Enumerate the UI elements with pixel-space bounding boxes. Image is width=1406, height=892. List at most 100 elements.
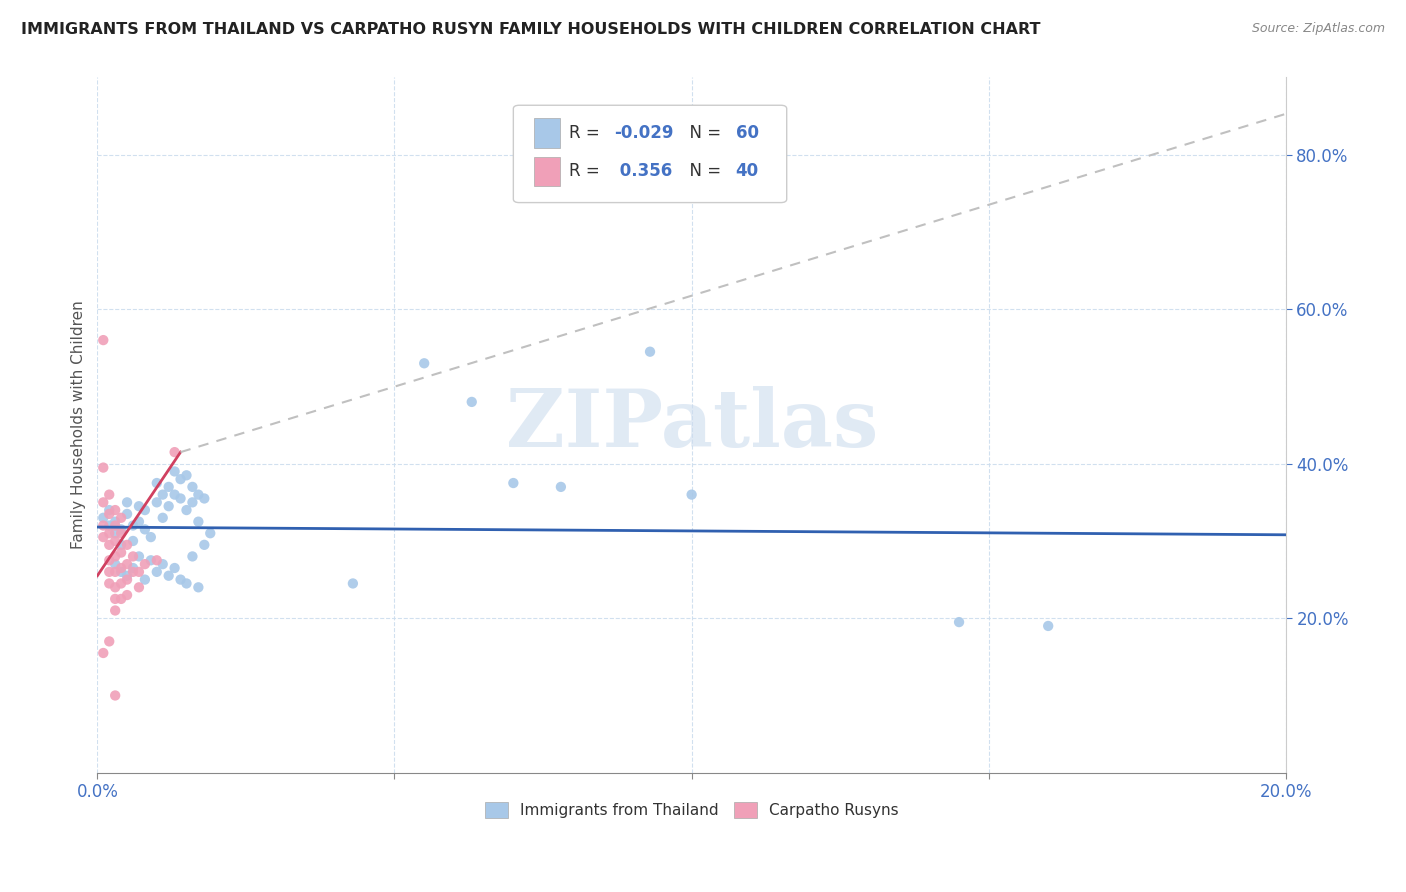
Point bbox=[169, 573, 191, 587]
Point bbox=[104, 591, 127, 606]
Point bbox=[110, 576, 132, 591]
FancyBboxPatch shape bbox=[533, 157, 560, 186]
Point bbox=[98, 565, 121, 579]
Text: -0.029: -0.029 bbox=[614, 124, 673, 142]
Point bbox=[115, 588, 138, 602]
Point bbox=[115, 495, 138, 509]
Point bbox=[98, 538, 121, 552]
Point bbox=[110, 545, 132, 559]
Point bbox=[187, 515, 209, 529]
Text: Source: ZipAtlas.com: Source: ZipAtlas.com bbox=[1251, 22, 1385, 36]
Point bbox=[134, 522, 156, 536]
Point bbox=[187, 488, 209, 502]
Legend: Immigrants from Thailand, Carpatho Rusyns: Immigrants from Thailand, Carpatho Rusyn… bbox=[478, 796, 904, 824]
Point bbox=[152, 488, 174, 502]
Point bbox=[139, 530, 162, 544]
Point bbox=[115, 507, 138, 521]
Text: N =: N = bbox=[679, 162, 725, 180]
Point bbox=[122, 518, 145, 533]
Point bbox=[122, 561, 145, 575]
Point bbox=[115, 568, 138, 582]
Point bbox=[98, 503, 121, 517]
Point bbox=[169, 491, 191, 506]
Point bbox=[104, 565, 127, 579]
Point bbox=[157, 568, 180, 582]
Point bbox=[146, 553, 169, 567]
FancyBboxPatch shape bbox=[533, 119, 560, 148]
Point bbox=[139, 553, 162, 567]
Point bbox=[98, 576, 121, 591]
Point bbox=[128, 549, 150, 564]
FancyBboxPatch shape bbox=[513, 105, 787, 202]
Point bbox=[110, 522, 132, 536]
Text: N =: N = bbox=[679, 124, 725, 142]
Point bbox=[104, 549, 127, 564]
Point bbox=[104, 503, 127, 517]
Point bbox=[104, 515, 127, 529]
Point bbox=[104, 557, 127, 571]
Point bbox=[91, 460, 114, 475]
Point bbox=[115, 557, 138, 571]
Point bbox=[1038, 619, 1060, 633]
Point bbox=[122, 533, 145, 548]
Point bbox=[134, 557, 156, 571]
Point bbox=[110, 510, 132, 524]
Point bbox=[181, 495, 204, 509]
Point bbox=[98, 634, 121, 648]
Point bbox=[193, 491, 215, 506]
Text: 60: 60 bbox=[735, 124, 759, 142]
Point bbox=[91, 646, 114, 660]
Point bbox=[128, 580, 150, 594]
Point bbox=[550, 480, 572, 494]
Point bbox=[681, 488, 703, 502]
Point bbox=[163, 465, 186, 479]
Point bbox=[134, 573, 156, 587]
Point bbox=[128, 565, 150, 579]
Point bbox=[157, 499, 180, 513]
Point bbox=[91, 333, 114, 347]
Point bbox=[104, 603, 127, 617]
Point bbox=[104, 526, 127, 541]
Point bbox=[98, 507, 121, 521]
Point bbox=[104, 689, 127, 703]
Point bbox=[146, 476, 169, 491]
Point bbox=[157, 480, 180, 494]
Point bbox=[181, 549, 204, 564]
Point bbox=[163, 488, 186, 502]
Point bbox=[134, 503, 156, 517]
Point bbox=[176, 468, 198, 483]
Point bbox=[169, 472, 191, 486]
Point bbox=[122, 549, 145, 564]
Point bbox=[146, 495, 169, 509]
Point bbox=[104, 518, 127, 533]
Point bbox=[104, 580, 127, 594]
Point bbox=[461, 395, 484, 409]
Point bbox=[200, 526, 222, 541]
Point bbox=[146, 565, 169, 579]
Point bbox=[128, 499, 150, 513]
Point bbox=[128, 515, 150, 529]
Point bbox=[110, 538, 132, 552]
Point bbox=[152, 557, 174, 571]
Point bbox=[91, 510, 114, 524]
Point bbox=[104, 533, 127, 548]
Point bbox=[98, 526, 121, 541]
Text: ZIPatlas: ZIPatlas bbox=[506, 386, 877, 464]
Y-axis label: Family Households with Children: Family Households with Children bbox=[72, 301, 86, 549]
Point bbox=[187, 580, 209, 594]
Point bbox=[948, 615, 970, 629]
Point bbox=[110, 591, 132, 606]
Point bbox=[115, 538, 138, 552]
Point bbox=[342, 576, 364, 591]
Point bbox=[122, 565, 145, 579]
Point bbox=[638, 344, 661, 359]
Point bbox=[181, 480, 204, 494]
Text: IMMIGRANTS FROM THAILAND VS CARPATHO RUSYN FAMILY HOUSEHOLDS WITH CHILDREN CORRE: IMMIGRANTS FROM THAILAND VS CARPATHO RUS… bbox=[21, 22, 1040, 37]
Point bbox=[98, 518, 121, 533]
Point bbox=[110, 565, 132, 579]
Point bbox=[91, 518, 114, 533]
Point bbox=[91, 530, 114, 544]
Point bbox=[176, 503, 198, 517]
Point bbox=[193, 538, 215, 552]
Text: 0.356: 0.356 bbox=[614, 162, 672, 180]
